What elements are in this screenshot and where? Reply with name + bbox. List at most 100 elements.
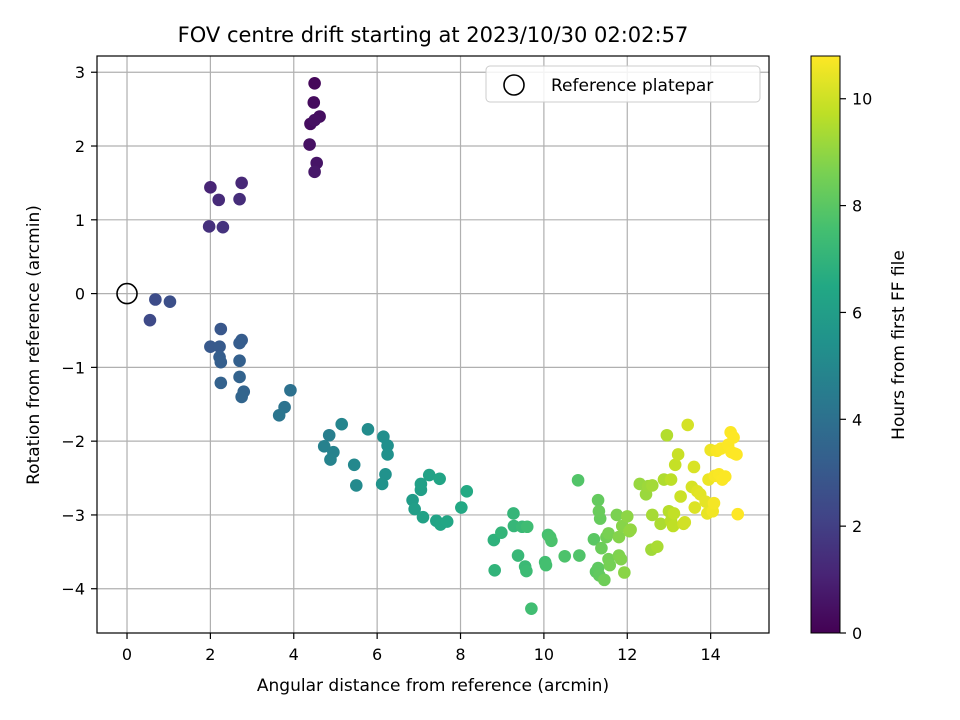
data-point bbox=[495, 526, 508, 539]
data-point bbox=[215, 356, 228, 369]
data-point bbox=[362, 423, 375, 436]
data-point bbox=[545, 534, 558, 547]
scatter-chart: FOV centre drift starting at 2023/10/30 … bbox=[0, 0, 960, 720]
x-tick-label: 6 bbox=[372, 645, 382, 664]
colorbar-tick-label: 8 bbox=[852, 197, 862, 216]
data-points bbox=[144, 77, 744, 615]
data-point bbox=[681, 419, 694, 432]
data-point bbox=[307, 96, 320, 109]
data-point bbox=[308, 166, 321, 179]
data-point bbox=[678, 516, 691, 529]
data-point bbox=[512, 549, 525, 562]
data-point bbox=[204, 181, 217, 194]
chart-title: FOV centre drift starting at 2023/10/30 … bbox=[178, 23, 689, 47]
data-point bbox=[668, 507, 681, 520]
data-point bbox=[672, 448, 685, 461]
data-point bbox=[646, 479, 659, 492]
data-point bbox=[674, 490, 687, 503]
data-point bbox=[603, 559, 616, 572]
data-point bbox=[303, 138, 316, 151]
y-tick-label: −2 bbox=[61, 432, 85, 451]
data-point bbox=[665, 473, 678, 486]
colorbar-ticks: 0 2 4 6 8 10 bbox=[840, 90, 872, 643]
data-point bbox=[149, 293, 162, 306]
data-point bbox=[624, 523, 637, 536]
x-tick-label: 4 bbox=[289, 645, 299, 664]
y-tick-label: 0 bbox=[75, 285, 85, 304]
data-point bbox=[719, 470, 732, 483]
data-point bbox=[460, 485, 473, 498]
colorbar-tick-label: 0 bbox=[852, 624, 862, 643]
data-point bbox=[598, 574, 611, 587]
data-point bbox=[520, 565, 533, 578]
data-point bbox=[708, 497, 721, 510]
colorbar-gradient bbox=[811, 56, 840, 633]
x-axis-ticks: 0 2 4 6 8 10 12 14 bbox=[122, 633, 721, 664]
data-point bbox=[688, 501, 701, 514]
colorbar: 0 2 4 6 8 10 Hours from first FF file bbox=[811, 56, 909, 643]
data-point bbox=[688, 461, 701, 474]
data-point bbox=[323, 429, 336, 442]
data-point bbox=[455, 501, 468, 514]
data-point bbox=[417, 511, 430, 524]
data-point bbox=[731, 508, 744, 521]
y-axis-label: Rotation from reference (arcmin) bbox=[24, 205, 44, 485]
data-point bbox=[521, 520, 534, 533]
colorbar-tick-label: 2 bbox=[852, 517, 862, 536]
data-point bbox=[324, 453, 337, 466]
data-point bbox=[615, 553, 628, 566]
data-point bbox=[212, 194, 225, 207]
data-point bbox=[233, 354, 246, 367]
data-point bbox=[376, 478, 389, 491]
data-point bbox=[235, 391, 248, 404]
data-point bbox=[507, 507, 520, 520]
data-point bbox=[381, 448, 394, 461]
data-point bbox=[233, 337, 246, 350]
y-tick-label: 3 bbox=[75, 63, 85, 82]
data-point bbox=[215, 323, 228, 336]
data-point bbox=[233, 371, 246, 384]
colorbar-tick-label: 4 bbox=[852, 410, 862, 429]
data-point bbox=[235, 177, 248, 190]
plot-frame bbox=[97, 56, 769, 633]
data-point bbox=[525, 602, 538, 615]
y-tick-label: −3 bbox=[61, 506, 85, 525]
data-point bbox=[144, 314, 157, 327]
data-point bbox=[592, 494, 605, 507]
data-point bbox=[215, 377, 228, 390]
colorbar-label: Hours from first FF file bbox=[889, 250, 909, 440]
data-point bbox=[667, 520, 680, 533]
data-point bbox=[217, 221, 230, 234]
legend-label: Reference platepar bbox=[551, 76, 713, 96]
data-point bbox=[273, 409, 286, 422]
data-point bbox=[164, 295, 177, 308]
data-point bbox=[433, 472, 446, 485]
data-point bbox=[348, 458, 361, 471]
legend: Reference platepar bbox=[486, 66, 760, 102]
data-point bbox=[308, 114, 321, 127]
colorbar-tick-label: 6 bbox=[852, 303, 862, 322]
data-point bbox=[727, 431, 740, 444]
x-tick-label: 10 bbox=[534, 645, 554, 664]
data-point bbox=[441, 515, 454, 528]
data-point bbox=[661, 429, 674, 442]
y-tick-label: −1 bbox=[61, 358, 85, 377]
data-point bbox=[233, 193, 246, 206]
y-tick-label: −4 bbox=[61, 580, 85, 599]
data-point bbox=[284, 384, 297, 397]
data-point bbox=[730, 448, 743, 461]
data-point bbox=[308, 77, 321, 90]
data-point bbox=[651, 540, 664, 553]
data-point bbox=[618, 566, 631, 579]
data-point bbox=[540, 559, 553, 572]
data-point bbox=[335, 418, 348, 431]
data-point bbox=[573, 549, 586, 562]
grid-lines bbox=[97, 56, 769, 633]
data-point bbox=[350, 479, 363, 492]
data-point bbox=[488, 564, 501, 577]
x-tick-label: 0 bbox=[122, 645, 132, 664]
y-axis-ticks: −4 −3 −2 −1 0 1 2 3 bbox=[61, 63, 97, 598]
x-tick-label: 2 bbox=[205, 645, 215, 664]
data-point bbox=[593, 505, 606, 518]
data-point bbox=[203, 220, 216, 233]
